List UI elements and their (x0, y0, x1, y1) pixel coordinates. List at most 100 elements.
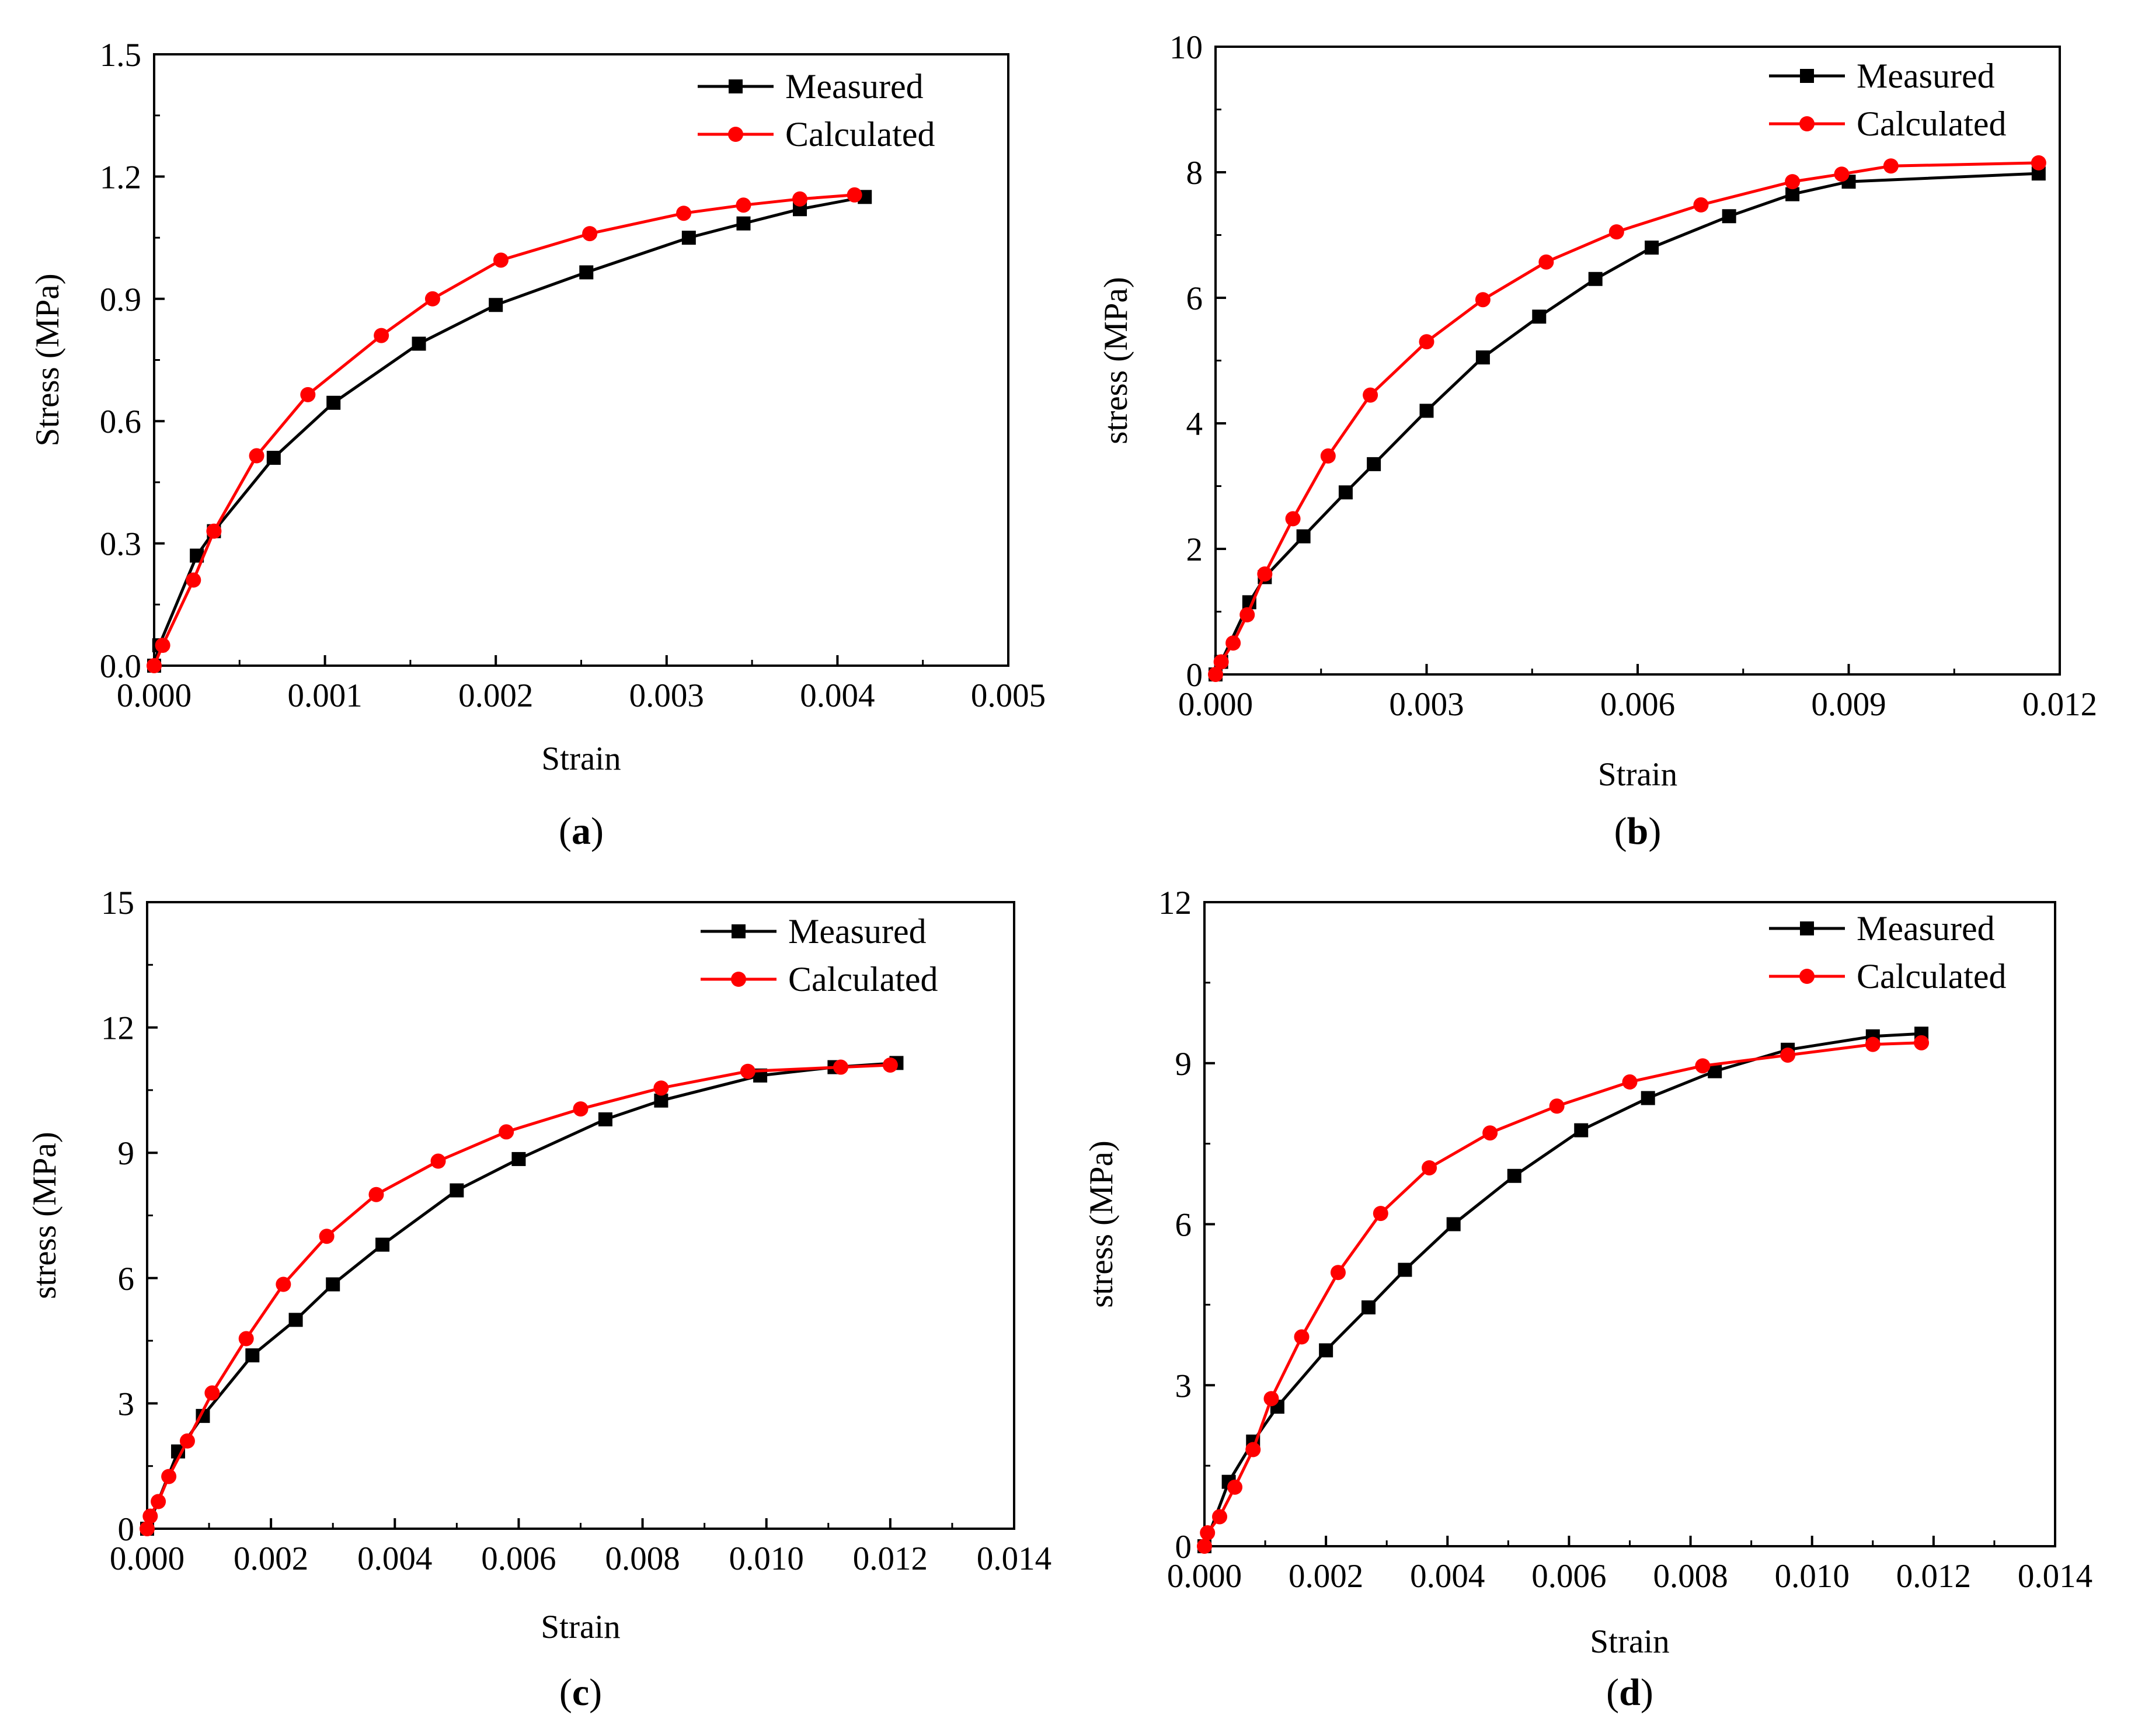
x-tick-label: 0.014 (977, 1540, 1051, 1577)
calculated-line (1203, 1041, 1922, 1547)
measured-point (654, 1093, 668, 1108)
calculated-line (1214, 161, 2039, 676)
legend-calculated-label: Calculated (1857, 957, 2007, 996)
calculated-line (145, 1063, 891, 1529)
x-tick-label: 0.002 (458, 677, 533, 714)
measured-point (598, 1112, 612, 1126)
legend-measured-marker (729, 79, 743, 93)
y-tick-label: 6 (118, 1261, 135, 1297)
calculated-point (1834, 166, 1850, 182)
y-tick-label: 9 (118, 1135, 135, 1172)
legend-calculated-marker (1799, 116, 1815, 131)
x-tick-label: 0.000 (1167, 1558, 1242, 1595)
calculated-point (1482, 1125, 1498, 1141)
calculated-point (1213, 654, 1229, 670)
calculated-point (147, 658, 162, 673)
measured-point (1398, 1262, 1412, 1277)
y-tick-label: 10 (1169, 29, 1203, 66)
calculated-point (1197, 1539, 1212, 1554)
calculated-point (374, 328, 389, 343)
measured-point (681, 231, 696, 245)
legend-measured-label: Measured (785, 67, 924, 106)
calculated-point (1363, 387, 1378, 403)
x-tick-label: 0.006 (1600, 686, 1675, 723)
x-tick-label: 0.012 (853, 1540, 928, 1577)
y-tick-label: 3 (1175, 1368, 1192, 1404)
legend-measured-label: Measured (788, 912, 927, 951)
calculated-point (368, 1187, 384, 1202)
measured-point (288, 1313, 303, 1327)
calculated-point (653, 1080, 669, 1096)
panel-caption: (d) (1606, 1671, 1653, 1714)
y-axis-label: stress (MPa) (26, 1132, 63, 1299)
measured-point (245, 1348, 260, 1363)
x-tick-label: 0.008 (605, 1540, 680, 1577)
y-tick-label: 1.5 (100, 37, 141, 74)
x-tick-label: 0.000 (110, 1540, 184, 1577)
calculated-point (1294, 1329, 1310, 1345)
calculated-point (1212, 1509, 1228, 1525)
x-tick-label: 0.005 (971, 677, 1046, 714)
measured-point (1645, 241, 1659, 255)
x-tick-label: 0.003 (1389, 686, 1464, 723)
calculated-point (493, 252, 509, 268)
y-tick-label: 6 (1186, 280, 1203, 317)
y-tick-label: 12 (1158, 885, 1192, 921)
calculated-point (1549, 1098, 1565, 1114)
calculated-point (1693, 197, 1709, 213)
measured-point (489, 298, 503, 312)
x-tick-label: 0.000 (1178, 686, 1253, 723)
calculated-point (249, 448, 264, 464)
x-axis-label: Strain (1590, 1623, 1669, 1660)
calculated-point (140, 1521, 155, 1536)
x-axis-label: Strain (1598, 756, 1677, 793)
calculated-point (1422, 1160, 1437, 1175)
measured-point (412, 336, 426, 351)
calculated-point (186, 572, 201, 588)
measured-point (1338, 485, 1353, 500)
panel-caption: (c) (559, 1671, 602, 1714)
calculated-point (238, 1331, 254, 1347)
y-tick-label: 0.3 (100, 526, 141, 563)
calculated-point (1608, 224, 1624, 240)
calculated-point (740, 1063, 755, 1079)
calculated-point (179, 1433, 195, 1449)
y-axis-label: Stress (MPa) (29, 273, 66, 446)
calculated-point (582, 226, 598, 242)
y-tick-label: 15 (101, 885, 134, 921)
calculated-point (142, 1508, 158, 1524)
plot-frame (1203, 901, 2056, 1547)
calculated-point (736, 197, 751, 213)
legend-measured-marker (1800, 921, 1814, 935)
y-tick-label: 2 (1186, 531, 1203, 568)
calculated-point (573, 1101, 589, 1117)
x-tick-label: 0.004 (357, 1540, 432, 1577)
y-tick-label: 9 (1175, 1046, 1192, 1083)
calculated-point (1914, 1035, 1930, 1050)
calculated-point (1622, 1074, 1638, 1090)
calculated-point (833, 1059, 848, 1075)
chart-panel-c: 0.000 0.002 0.004 0.006 0.008 0.010 0.012 0.014… (26, 885, 1051, 1714)
x-tick-label: 0.003 (629, 677, 704, 714)
measured-line (152, 195, 865, 666)
calculated-point (1285, 511, 1301, 527)
x-tick-label: 0.000 (117, 677, 191, 714)
measured-point (736, 216, 751, 231)
legend-measured-marker (1800, 69, 1814, 83)
x-tick-label: 0.002 (1289, 1558, 1363, 1595)
y-tick-label: 6 (1175, 1207, 1192, 1244)
calculated-point (1239, 607, 1255, 622)
calculated-point (1475, 292, 1491, 308)
y-tick-label: 0.9 (100, 281, 141, 318)
calculated-point (1419, 334, 1434, 350)
legend-calculated-marker (728, 127, 743, 142)
x-tick-label: 0.012 (1896, 1558, 1971, 1595)
measured-point (375, 1237, 390, 1252)
y-tick-label: 0 (118, 1511, 135, 1548)
legend-calculated-marker (1799, 969, 1815, 984)
calculated-point (1865, 1036, 1881, 1052)
x-tick-label: 0.009 (1811, 686, 1886, 723)
x-tick-label: 0.006 (481, 1540, 556, 1577)
calculated-point (1200, 1525, 1216, 1541)
